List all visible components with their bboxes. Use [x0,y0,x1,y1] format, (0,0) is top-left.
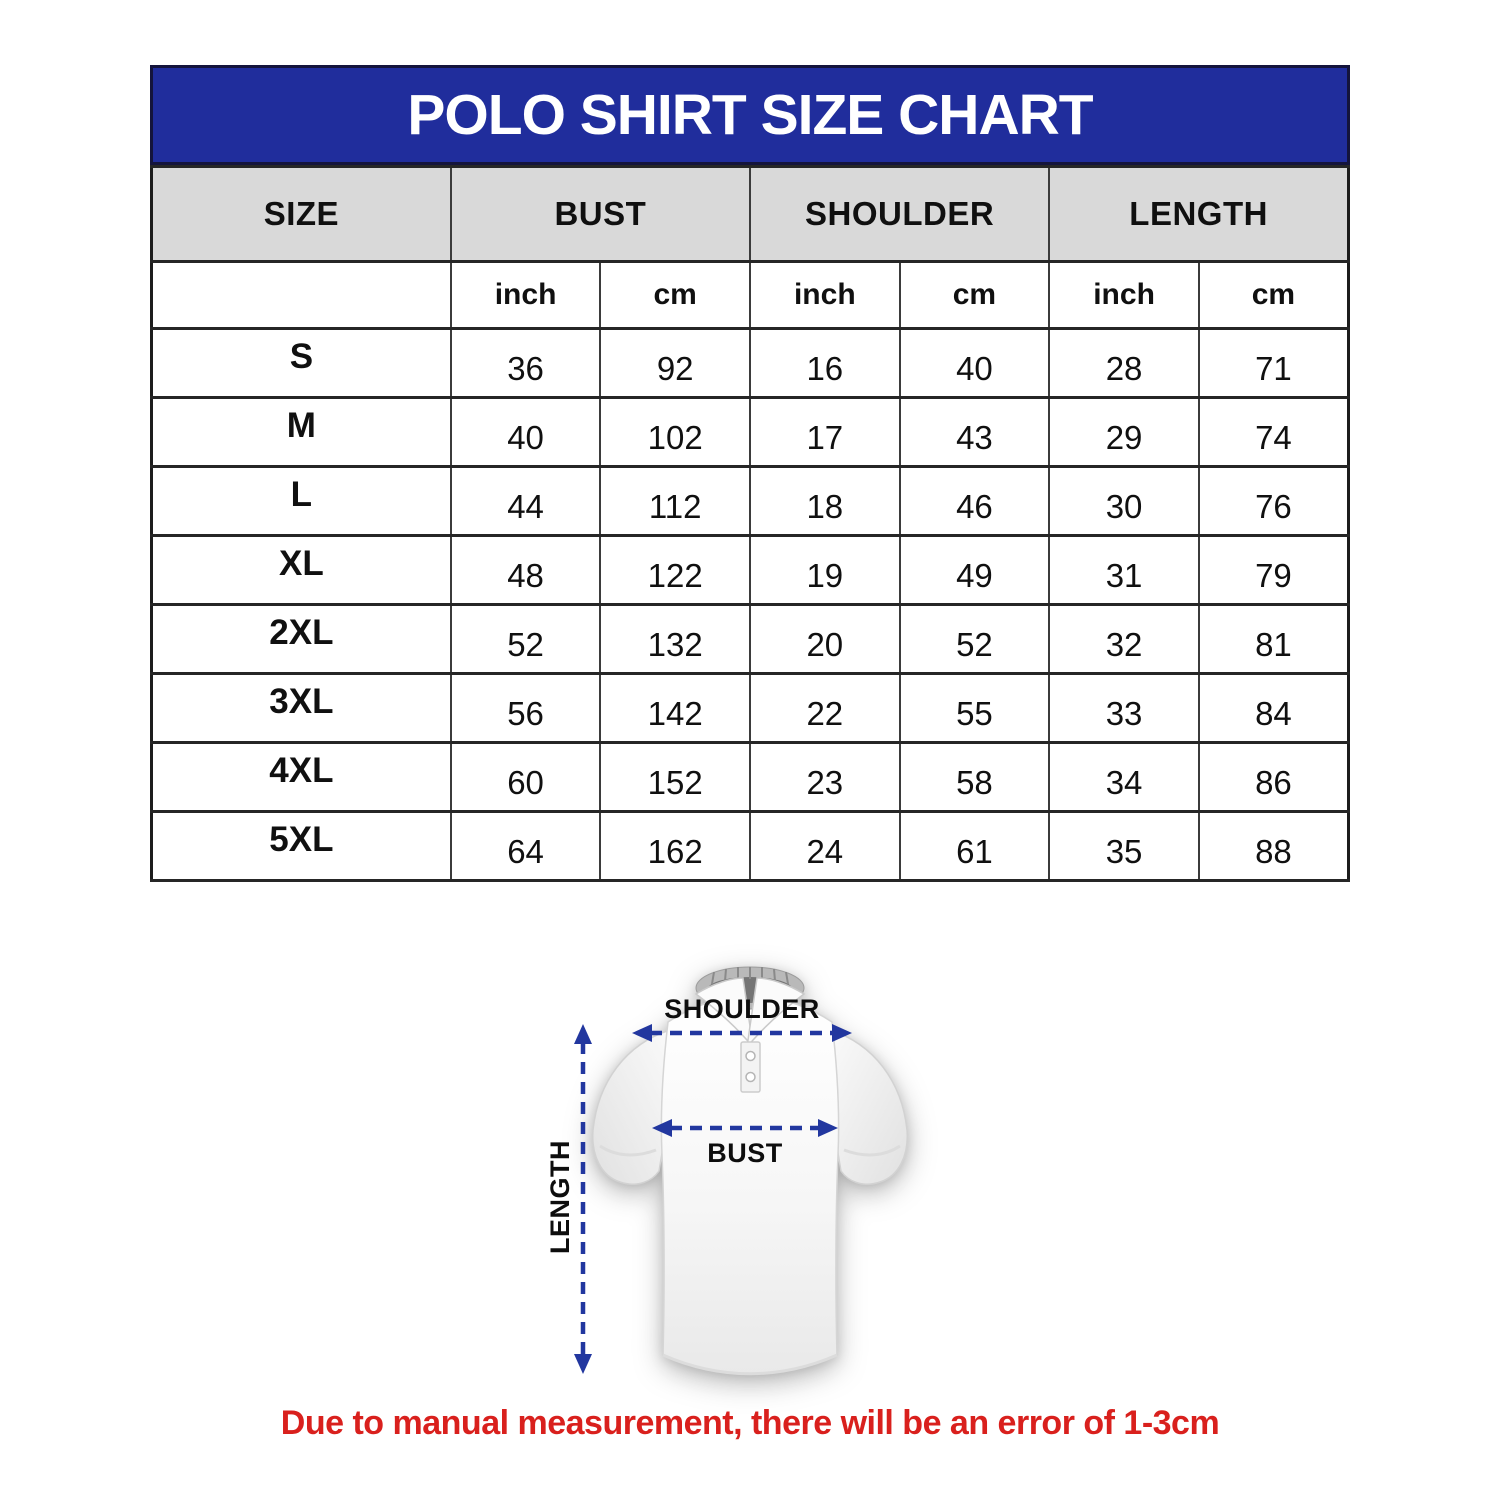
value-cell: 142 [599,678,751,750]
table-row: XL 48 122 19 49 31 79 [150,528,1350,612]
value-cell: 56 [449,678,602,750]
size-cell: XL [150,528,452,600]
value-cell: 52 [898,609,1051,681]
unit-cell: inch [749,260,901,330]
value-cell: 64 [449,816,602,888]
value-cell: 61 [898,816,1051,888]
value-cell: 33 [1048,678,1200,750]
value-cell: 92 [599,333,751,405]
value-cell: 32 [1048,609,1200,681]
polo-shirt-illustration [592,966,908,1376]
value-cell: 28 [1048,333,1200,405]
table-row: 5XL 64 162 24 61 35 88 [150,804,1350,888]
value-cell: 20 [749,609,901,681]
size-cell: L [150,459,452,531]
value-cell: 40 [449,402,602,474]
value-cell: 36 [449,333,602,405]
measurement-arrows [574,1024,852,1374]
value-cell: 46 [898,471,1051,543]
unit-cell: cm [1197,260,1350,330]
value-cell: 71 [1197,333,1350,405]
value-cell: 43 [898,402,1051,474]
units-empty-cell [150,260,452,330]
value-cell: 18 [749,471,901,543]
value-cell: 152 [599,747,751,819]
bust-measure-label: BUST [707,1138,783,1168]
length-arrow [574,1024,592,1374]
value-cell: 60 [449,747,602,819]
shoulder-arrow [632,1024,852,1042]
value-cell: 81 [1197,609,1350,681]
value-cell: 31 [1048,540,1200,612]
value-cell: 74 [1197,402,1350,474]
table-row: 3XL 56 142 22 55 33 84 [150,666,1350,750]
value-cell: 86 [1197,747,1350,819]
col-header-length: LENGTH [1048,165,1350,263]
table-row: M 40 102 17 43 29 74 [150,390,1350,474]
value-cell: 30 [1048,471,1200,543]
shirt-right-sleeve [828,1028,908,1185]
value-cell: 102 [599,402,751,474]
value-cell: 79 [1197,540,1350,612]
table-row: L 44 112 18 46 30 76 [150,459,1350,543]
shirt-button [745,1071,756,1083]
size-table-body: S 36 92 16 40 28 71 M 40 102 17 43 29 74 L 44 112 18 46 30 7… [150,321,1350,888]
value-cell: 49 [898,540,1051,612]
value-cell: 19 [749,540,901,612]
polo-shirt-diagram: SHOULDER BUST LENGTH [480,950,1060,1405]
value-cell: 112 [599,471,751,543]
value-cell: 162 [599,816,751,888]
value-cell: 17 [749,402,901,474]
size-cell: 5XL [150,804,452,876]
value-cell: 23 [749,747,901,819]
bust-arrow [652,1119,838,1137]
value-cell: 16 [749,333,901,405]
value-cell: 35 [1048,816,1200,888]
shirt-left-sleeve [592,1028,672,1185]
value-cell: 29 [1048,402,1200,474]
value-cell: 58 [898,747,1051,819]
unit-cell: cm [898,260,1051,330]
value-cell: 34 [1048,747,1200,819]
unit-cell: inch [449,260,602,330]
column-header-row: SIZE BUST SHOULDER LENGTH [150,165,1350,263]
title-banner: POLO SHIRT SIZE CHART [150,65,1350,165]
size-cell: S [150,321,452,393]
col-header-bust: BUST [449,165,752,263]
unit-cell: inch [1048,260,1200,330]
disclaimer-text: Due to manual measurement, there will be… [280,1404,1220,1442]
value-cell: 76 [1197,471,1350,543]
value-cell: 44 [449,471,602,543]
col-header-shoulder: SHOULDER [748,165,1051,263]
value-cell: 48 [449,540,602,612]
value-cell: 55 [898,678,1051,750]
col-header-size: SIZE [150,165,452,263]
value-cell: 122 [599,540,751,612]
size-cell: M [150,390,452,462]
value-cell: 24 [749,816,901,888]
size-cell: 2XL [150,597,452,669]
shoulder-measure-label: SHOULDER [664,994,820,1024]
chart-title: POLO SHIRT SIZE CHART [407,83,1093,147]
collar-rib-texture [711,967,789,985]
unit-cell: cm [599,260,751,330]
units-row: inch cm inch cm inch cm [150,260,1350,330]
value-cell: 84 [1197,678,1350,750]
size-cell: 3XL [150,666,452,738]
table-row: 4XL 60 152 23 58 34 86 [150,735,1350,819]
value-cell: 52 [449,609,602,681]
size-cell: 4XL [150,735,452,807]
shirt-button [745,1050,756,1062]
size-table: SIZE BUST SHOULDER LENGTH inch cm inch c… [150,165,1350,888]
value-cell: 22 [749,678,901,750]
value-cell: 88 [1197,816,1350,888]
value-cell: 40 [898,333,1051,405]
table-row: 2XL 52 132 20 52 32 81 [150,597,1350,681]
length-measure-label: LENGTH [545,1140,575,1254]
value-cell: 132 [599,609,751,681]
table-row: S 36 92 16 40 28 71 [150,321,1350,405]
